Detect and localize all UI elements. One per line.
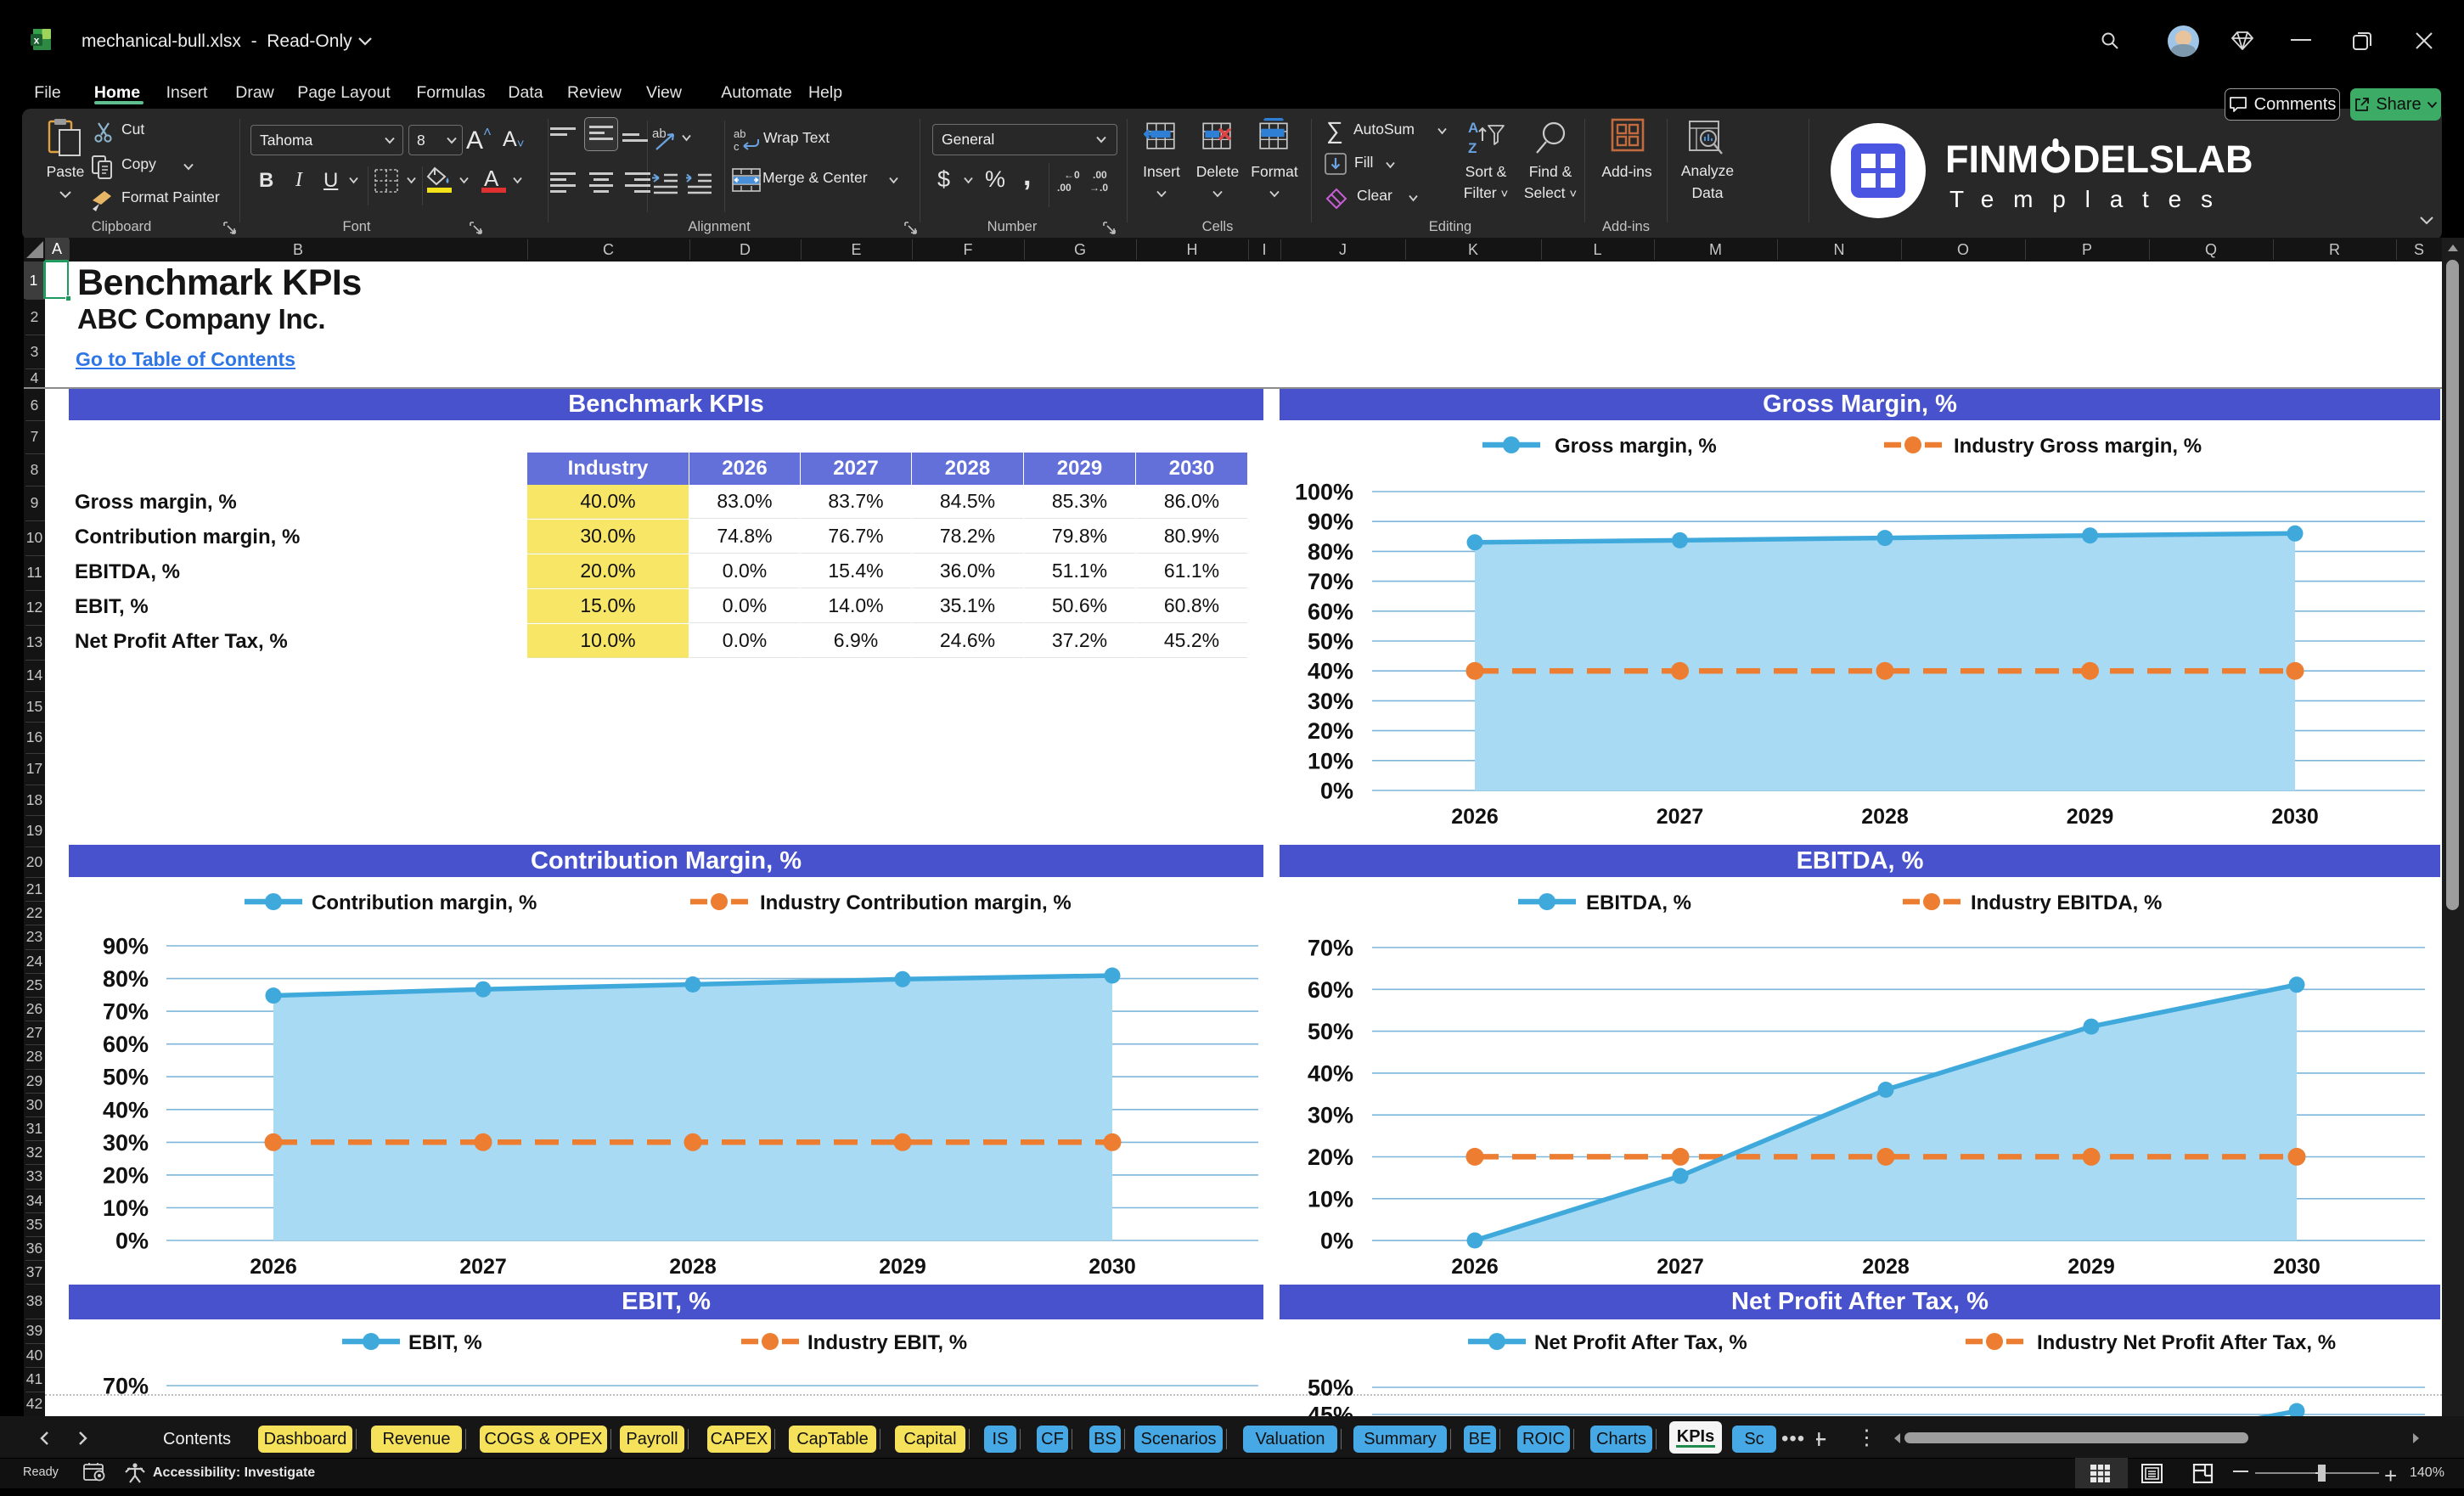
svg-text:20%: 20%	[103, 1162, 149, 1188]
svg-text:60%: 60%	[103, 1032, 149, 1057]
svg-text:70%: 70%	[1308, 569, 1353, 594]
svg-text:30%: 30%	[103, 1130, 149, 1156]
svg-text:Contribution margin, %: Contribution margin, %	[312, 891, 537, 914]
svg-text:60%: 60%	[1308, 977, 1353, 1003]
svg-text:2027: 2027	[1657, 805, 1704, 829]
svg-text:←0: ←0	[1064, 169, 1080, 181]
svg-text:20%: 20%	[1308, 718, 1353, 744]
svg-text:50%: 50%	[103, 1065, 149, 1090]
svg-text:50%: 50%	[1308, 1019, 1353, 1044]
svg-text:x: x	[34, 35, 40, 47]
svg-text:.00: .00	[1057, 182, 1072, 193]
svg-text:2029: 2029	[2067, 1255, 2115, 1279]
svg-text:2028: 2028	[1862, 1255, 1910, 1279]
svg-text:FINM: FINM	[1945, 138, 2039, 181]
svg-text:45%: 45%	[1308, 1403, 1353, 1417]
svg-text:40%: 40%	[1308, 1060, 1353, 1086]
svg-text:ab: ab	[652, 127, 667, 141]
svg-text:60%: 60%	[1308, 599, 1353, 624]
svg-text:2030: 2030	[2271, 805, 2319, 829]
svg-text:c: c	[734, 140, 740, 153]
svg-text:90%: 90%	[103, 934, 149, 959]
svg-text:30%: 30%	[1308, 689, 1353, 714]
svg-text:80%: 80%	[1308, 539, 1353, 565]
svg-text:2029: 2029	[2067, 805, 2114, 829]
svg-text:→.0: →.0	[1089, 182, 1108, 193]
svg-text:2030: 2030	[1089, 1255, 1136, 1279]
svg-text:80%: 80%	[103, 966, 149, 992]
svg-text:50%: 50%	[1308, 1375, 1353, 1401]
svg-text:Industry EBITDA, %: Industry EBITDA, %	[1971, 891, 2162, 914]
svg-text:Industry Gross margin, %: Industry Gross margin, %	[1954, 435, 2202, 458]
svg-text:50%: 50%	[1308, 629, 1353, 655]
svg-text:0%: 0%	[1320, 1229, 1353, 1254]
svg-text:2026: 2026	[1451, 805, 1499, 829]
svg-text:Industry Net Profit After Tax,: Industry Net Profit After Tax, %	[2037, 1331, 2336, 1354]
svg-text:Net Profit After Tax, %: Net Profit After Tax, %	[1534, 1331, 1747, 1354]
svg-text:Templates: Templates	[1949, 186, 2232, 212]
svg-text:ab: ab	[734, 127, 745, 140]
svg-text:.00: .00	[1093, 169, 1107, 181]
svg-text:10%: 10%	[103, 1195, 149, 1221]
svg-text:2026: 2026	[250, 1255, 297, 1279]
svg-text:EBIT, %: EBIT, %	[408, 1331, 482, 1354]
svg-text:70%: 70%	[103, 999, 149, 1025]
svg-text:DELSLAB: DELSLAB	[2073, 138, 2253, 181]
svg-text:EBITDA, %: EBITDA, %	[1586, 891, 1691, 914]
svg-text:2030: 2030	[2273, 1255, 2321, 1279]
svg-text:0%: 0%	[1320, 779, 1353, 804]
svg-text:100%: 100%	[1295, 480, 1353, 505]
svg-text:10%: 10%	[1308, 1186, 1353, 1212]
svg-text:70%: 70%	[1308, 936, 1353, 961]
svg-text:10%: 10%	[1308, 748, 1353, 773]
svg-text:2028: 2028	[669, 1255, 717, 1279]
svg-text:2026: 2026	[1451, 1255, 1499, 1279]
svg-text:2027: 2027	[1657, 1255, 1704, 1279]
svg-text:2027: 2027	[459, 1255, 507, 1279]
svg-text:40%: 40%	[103, 1097, 149, 1122]
svg-text:0%: 0%	[115, 1229, 149, 1254]
svg-text:30%: 30%	[1308, 1103, 1353, 1128]
svg-text:2028: 2028	[1861, 805, 1909, 829]
svg-text:2029: 2029	[879, 1255, 926, 1279]
svg-text:70%: 70%	[103, 1374, 149, 1399]
svg-text:Z: Z	[1468, 140, 1477, 156]
svg-text:90%: 90%	[1308, 509, 1353, 535]
svg-text:40%: 40%	[1308, 659, 1353, 684]
svg-text:A: A	[1468, 120, 1478, 136]
svg-text:Industry Contribution margin,: Industry Contribution margin, %	[760, 891, 1072, 914]
svg-text:20%: 20%	[1308, 1144, 1353, 1170]
svg-text:Gross margin, %: Gross margin, %	[1555, 435, 1717, 458]
svg-text:Industry EBIT, %: Industry EBIT, %	[807, 1331, 967, 1354]
